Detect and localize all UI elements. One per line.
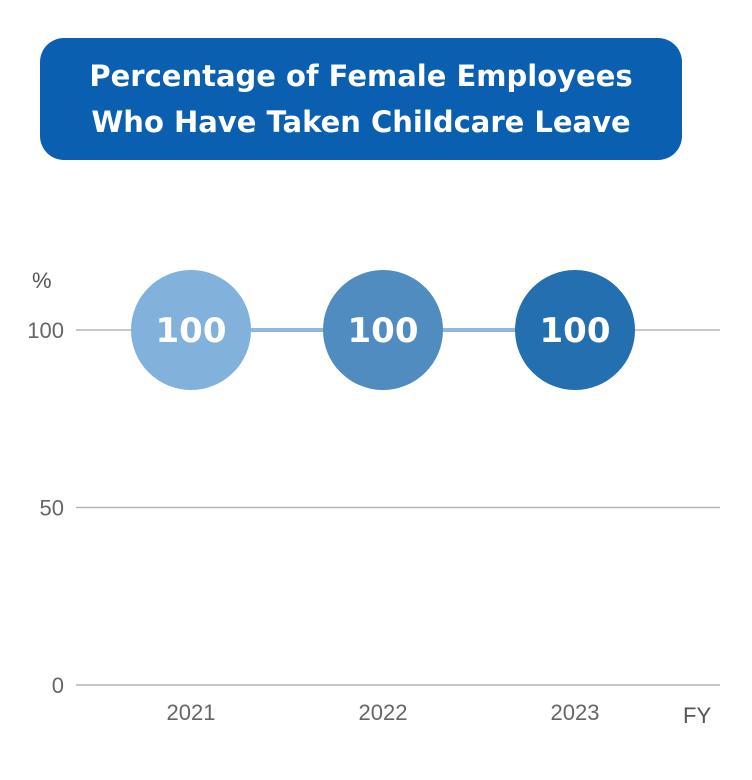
data-label-2022: 100 bbox=[348, 311, 419, 351]
data-points: 100 100 100 bbox=[131, 270, 635, 390]
x-tick-label-2023: 2023 bbox=[551, 700, 600, 725]
y-tick-labels: 0 50 100 bbox=[27, 318, 64, 698]
y-tick-label: 0 bbox=[52, 673, 64, 698]
chart-title-line-2: Who Have Taken Childcare Leave bbox=[91, 105, 631, 139]
x-axis-unit: FY bbox=[683, 703, 711, 728]
data-point-2023 bbox=[515, 270, 635, 390]
data-point-2022 bbox=[323, 270, 443, 390]
y-tick-label: 100 bbox=[27, 318, 64, 343]
data-point-2021 bbox=[131, 270, 251, 390]
x-tick-label-2022: 2022 bbox=[359, 700, 408, 725]
x-tick-label-2021: 2021 bbox=[167, 700, 216, 725]
data-label-2023: 100 bbox=[540, 311, 611, 351]
chart-title: Percentage of Female Employees Who Have … bbox=[40, 38, 682, 160]
data-label-2021: 100 bbox=[156, 311, 227, 351]
x-tick-labels: 2021 2022 2023 bbox=[167, 700, 600, 725]
y-axis-unit: % bbox=[32, 268, 52, 293]
chart-title-line-1: Percentage of Female Employees bbox=[89, 59, 633, 93]
y-tick-label: 50 bbox=[40, 496, 64, 521]
